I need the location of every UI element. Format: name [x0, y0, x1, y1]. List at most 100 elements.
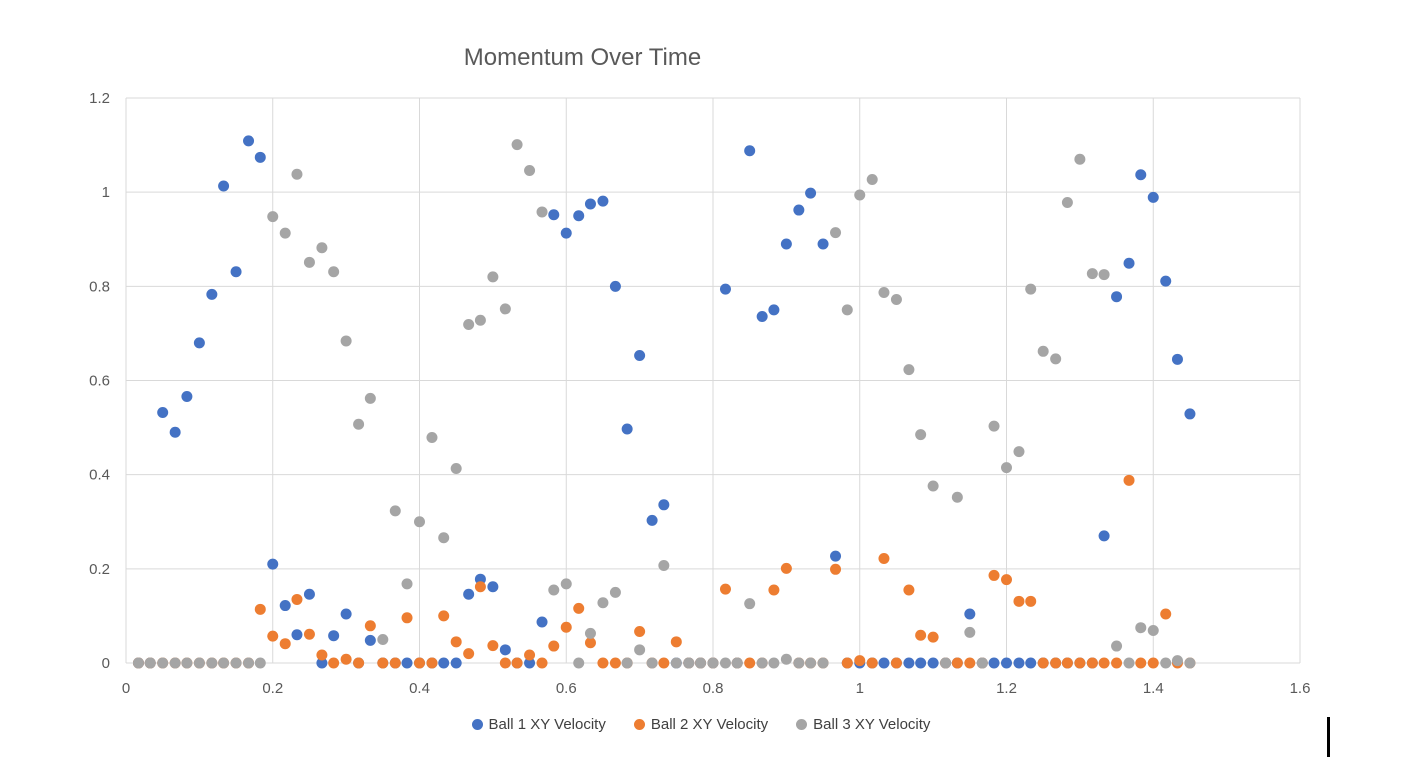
data-point-ball-2 — [670, 636, 682, 648]
data-point-ball-3 — [731, 657, 743, 669]
data-point-ball-2 — [780, 562, 792, 574]
data-point-ball-1 — [805, 187, 817, 199]
x-tick-label: 0 — [122, 680, 130, 697]
data-point-ball-1 — [1013, 657, 1025, 669]
data-point-ball-3 — [1037, 345, 1049, 357]
data-point-ball-1 — [206, 288, 218, 300]
data-point-ball-3 — [340, 335, 352, 347]
data-point-ball-2 — [426, 657, 438, 669]
data-point-ball-2 — [878, 552, 890, 564]
data-point-ball-3 — [450, 463, 462, 475]
data-point-ball-3 — [193, 657, 205, 669]
data-point-ball-2 — [279, 638, 291, 650]
data-point-ball-3 — [438, 532, 450, 544]
data-point-ball-3 — [291, 168, 303, 180]
data-point-ball-1 — [1025, 657, 1037, 669]
data-point-ball-1 — [830, 550, 842, 562]
data-point-ball-2 — [560, 621, 572, 633]
data-point-ball-3 — [353, 418, 365, 430]
data-point-ball-1 — [499, 644, 511, 656]
data-point-ball-2 — [316, 649, 328, 661]
data-point-ball-2 — [1160, 608, 1172, 620]
data-point-ball-3 — [915, 429, 927, 441]
data-point-ball-1 — [768, 304, 780, 316]
data-point-ball-3 — [1086, 268, 1098, 280]
text-cursor — [1327, 717, 1330, 757]
data-point-ball-2 — [524, 649, 536, 661]
data-point-ball-1 — [463, 588, 475, 600]
data-point-ball-3 — [768, 657, 780, 669]
data-point-ball-3 — [181, 657, 193, 669]
data-point-ball-1 — [536, 616, 548, 628]
data-point-ball-1 — [915, 657, 927, 669]
data-point-ball-3 — [584, 627, 596, 639]
data-point-ball-2 — [1025, 595, 1037, 607]
legend-swatch-ball-2 — [633, 719, 645, 730]
legend-item-ball-3: Ball 3 XY Velocity — [796, 716, 930, 733]
data-point-ball-1 — [316, 657, 328, 669]
data-point-ball-2 — [1098, 657, 1110, 669]
data-point-ball-2 — [964, 657, 976, 669]
data-point-ball-2 — [830, 563, 842, 575]
data-point-ball-2 — [744, 657, 756, 669]
legend-swatch-ball-1 — [471, 719, 483, 730]
data-point-ball-3 — [634, 644, 646, 656]
data-point-ball-2 — [377, 657, 389, 669]
data-point-ball-2 — [463, 648, 475, 660]
data-point-ball-3 — [328, 266, 340, 278]
data-point-ball-1 — [658, 499, 670, 511]
y-tick-label: 0.4 — [89, 467, 110, 484]
data-point-ball-1 — [438, 657, 450, 669]
data-point-ball-3 — [303, 256, 315, 268]
data-point-ball-3 — [841, 304, 853, 316]
data-point-ball-3 — [316, 242, 328, 254]
data-point-ball-3 — [951, 491, 963, 503]
data-point-ball-1 — [634, 350, 646, 362]
data-point-ball-3 — [817, 657, 829, 669]
data-point-ball-3 — [670, 657, 682, 669]
data-point-ball-1 — [328, 630, 340, 642]
y-tick-label: 1.2 — [89, 90, 110, 107]
data-point-ball-3 — [144, 657, 156, 669]
data-point-ball-2 — [1086, 657, 1098, 669]
data-point-ball-3 — [1074, 153, 1086, 165]
data-point-ball-3 — [646, 657, 658, 669]
data-point-ball-3 — [206, 657, 218, 669]
data-point-ball-1 — [988, 657, 1000, 669]
data-point-ball-3 — [878, 286, 890, 298]
data-point-ball-2 — [903, 584, 915, 596]
data-point-ball-2 — [1013, 595, 1025, 607]
x-tick-label: 0.2 — [262, 680, 283, 697]
data-point-ball-2 — [1037, 657, 1049, 669]
x-tick-label: 0.8 — [703, 680, 724, 697]
data-point-ball-1 — [303, 588, 315, 600]
data-point-ball-2 — [1147, 657, 1159, 669]
data-point-ball-1 — [548, 209, 560, 221]
x-tick-label: 1.4 — [1143, 680, 1164, 697]
data-point-ball-2 — [768, 584, 780, 596]
data-point-ball-3 — [621, 657, 633, 669]
data-point-ball-1 — [1135, 169, 1147, 181]
legend-label-ball-1: Ball 1 XY Velocity — [488, 716, 606, 733]
data-point-ball-3 — [988, 420, 1000, 432]
data-point-ball-1 — [1098, 530, 1110, 542]
data-point-ball-2 — [1001, 574, 1012, 586]
data-point-ball-1 — [719, 283, 731, 295]
x-tick-label: 0.6 — [556, 680, 577, 697]
data-point-ball-2 — [450, 636, 462, 648]
data-point-ball-3 — [903, 364, 915, 376]
data-point-ball-3 — [964, 626, 976, 638]
data-point-ball-3 — [830, 227, 842, 239]
data-point-ball-2 — [389, 657, 401, 669]
data-point-ball-2 — [854, 655, 866, 667]
data-point-ball-2 — [438, 610, 450, 622]
data-point-ball-3 — [548, 584, 560, 596]
data-point-ball-3 — [389, 505, 401, 517]
data-point-ball-3 — [401, 578, 413, 590]
data-point-ball-1 — [450, 657, 462, 669]
legend-item-ball-1: Ball 1 XY Velocity — [471, 716, 606, 733]
data-point-ball-3 — [890, 294, 902, 306]
data-point-ball-3 — [793, 657, 805, 669]
data-point-ball-1 — [817, 238, 829, 250]
data-point-ball-3 — [1135, 622, 1147, 634]
